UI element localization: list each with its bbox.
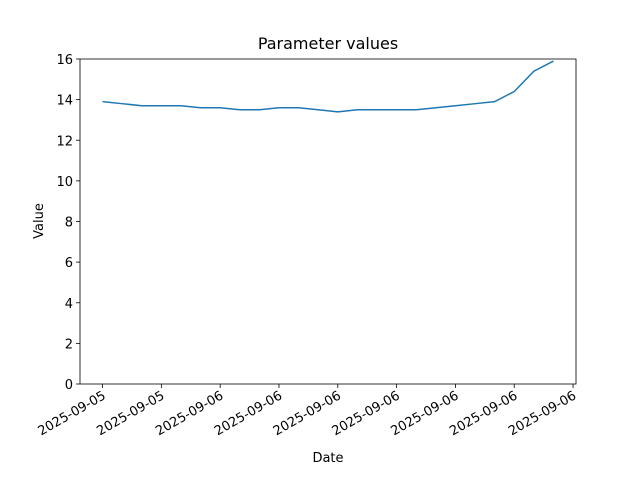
- y-tick-label: 8: [65, 216, 73, 231]
- y-tick-label: 12: [56, 134, 73, 149]
- y-axis-label: Value: [32, 203, 47, 239]
- y-tick-label: 14: [56, 94, 73, 109]
- y-tick-label: 10: [56, 175, 73, 190]
- chart-title: Parameter values: [258, 34, 398, 53]
- y-tick-label: 4: [65, 297, 73, 312]
- plot-frame: [79, 58, 577, 385]
- x-axis-label: Date: [312, 451, 343, 466]
- y-tick-label: 2: [65, 337, 73, 352]
- y-tick-label: 0: [65, 378, 73, 393]
- data-line: [102, 60, 554, 113]
- y-tick-label: 6: [65, 256, 73, 271]
- y-tick-label: 16: [56, 53, 73, 68]
